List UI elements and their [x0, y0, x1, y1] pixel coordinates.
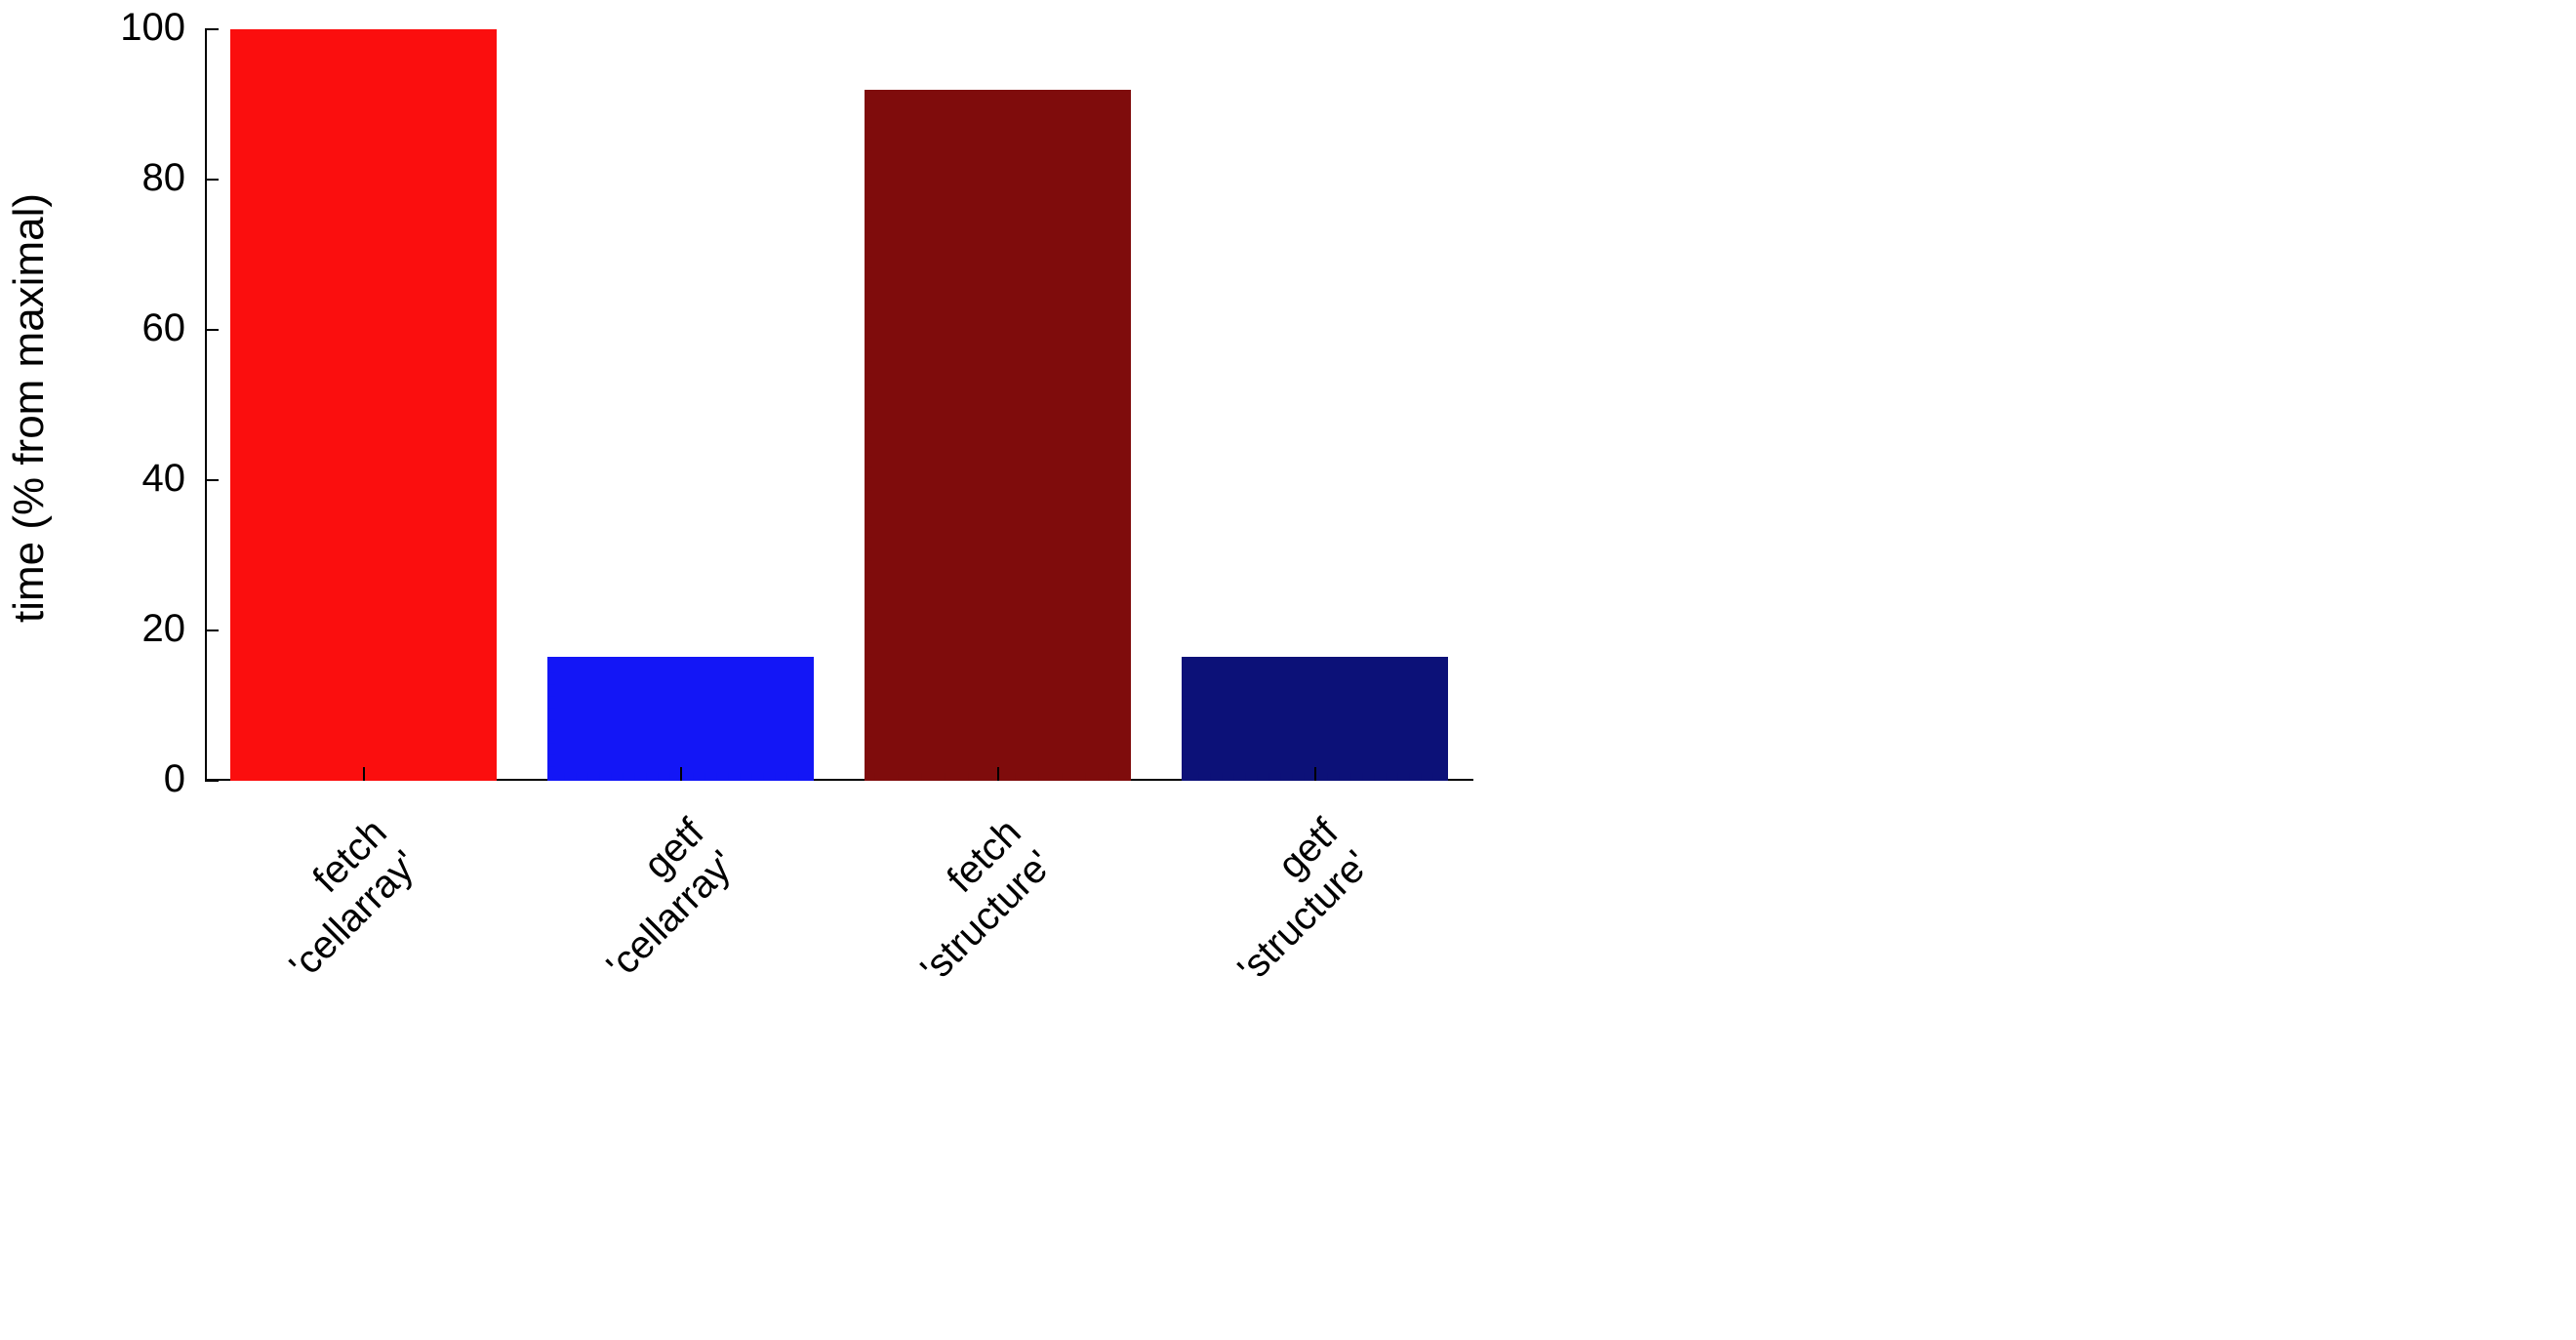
x-tick	[680, 767, 682, 781]
x-tick-label: getf 'structure'	[1039, 810, 1379, 1150]
y-tick-label: 60	[88, 306, 185, 350]
y-axis-spine	[205, 29, 207, 781]
bar	[230, 29, 497, 781]
bar	[1182, 657, 1448, 781]
y-tick-label: 0	[88, 757, 185, 801]
y-tick-label: 80	[88, 156, 185, 200]
x-tick-label: fetch 'structure'	[722, 810, 1062, 1150]
chart-container: time (% from maximal) 0 20 40 60 80 100 fetch …	[0, 0, 2576, 1340]
y-tick	[205, 329, 219, 331]
x-tick	[1314, 767, 1316, 781]
y-tick-label: 40	[88, 457, 185, 501]
y-tick	[205, 780, 219, 782]
x-tick	[997, 767, 999, 781]
y-tick	[205, 479, 219, 481]
y-tick	[205, 629, 219, 631]
x-tick-label: fetch 'cellarray'	[88, 810, 427, 1150]
x-tick-label: getf 'cellarray'	[405, 810, 745, 1150]
plot-area	[205, 29, 1473, 781]
bar	[547, 657, 814, 781]
bar	[865, 90, 1131, 781]
y-tick	[205, 28, 219, 30]
x-tick	[363, 767, 365, 781]
y-tick	[205, 179, 219, 181]
y-axis-label: time (% from maximal)	[5, 32, 54, 784]
y-tick-label: 20	[88, 607, 185, 651]
y-tick-label: 100	[88, 6, 185, 50]
